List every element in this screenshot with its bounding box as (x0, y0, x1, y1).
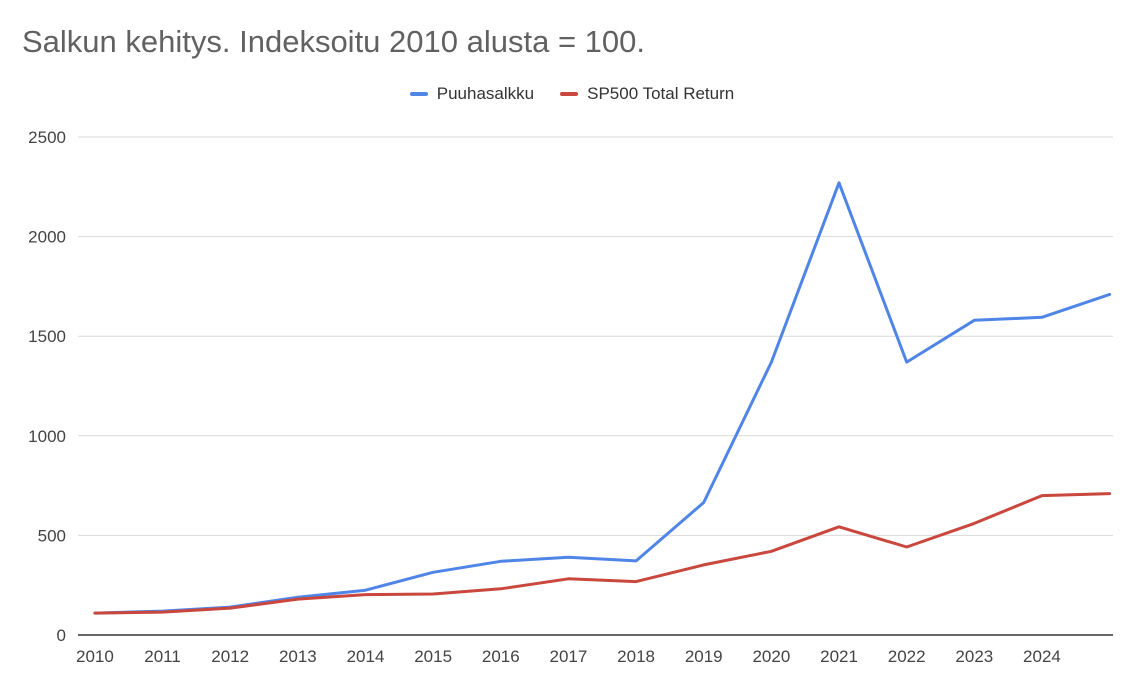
x-axis-ticks: 2010 2011 2012 2013 2014 2015 2016 2017 2018 2019… (76, 647, 1061, 666)
legend: Puuhasalkku SP500 Total Return (0, 84, 1144, 104)
legend-swatch-puuhasalkku (409, 92, 428, 96)
x-tick-label: 2016 (482, 647, 520, 666)
x-tick-label: 2015 (414, 647, 452, 666)
x-tick-label: 2010 (76, 647, 114, 666)
chart-title: Salkun kehitys. Indeksoitu 2010 alusta =… (22, 24, 645, 59)
y-tick-label: 2000 (28, 228, 66, 247)
legend-label-puuhasalkku: Puuhasalkku (436, 84, 535, 103)
y-tick-label: 0 (57, 626, 66, 645)
x-tick-label: 2012 (211, 647, 249, 666)
series-line-puuhasalkku[interactable] (93, 181, 1112, 615)
legend-label-sp500: SP500 Total Return (587, 84, 735, 103)
legend-swatch-sp500 (560, 92, 579, 96)
x-tick-label: 2019 (685, 647, 723, 666)
x-tick-label: 2013 (279, 647, 317, 666)
x-tick-label: 2011 (144, 647, 181, 666)
x-tick-label: 2020 (752, 647, 790, 666)
x-tick-label: 2014 (347, 647, 385, 666)
y-axis-ticks: 0 500 1000 1500 2000 2500 (28, 128, 66, 645)
y-tick-label: 1500 (28, 327, 66, 346)
x-tick-label: 2022 (888, 647, 926, 666)
x-tick-label: 2023 (955, 647, 993, 666)
gridlines (78, 136, 1113, 636)
series-lines (93, 181, 1112, 615)
y-tick-label: 2500 (28, 128, 66, 147)
x-tick-label: 2024 (1023, 647, 1061, 666)
x-tick-label: 2018 (617, 647, 655, 666)
x-tick-label: 2017 (550, 647, 588, 666)
y-tick-label: 1000 (28, 427, 66, 446)
x-tick-label: 2021 (820, 647, 858, 666)
series-line-sp500[interactable] (93, 492, 1112, 615)
y-tick-label: 500 (38, 526, 66, 545)
legend-item-sp500[interactable]: SP500 Total Return (560, 84, 734, 104)
legend-item-puuhasalkku[interactable]: Puuhasalkku (409, 84, 535, 104)
